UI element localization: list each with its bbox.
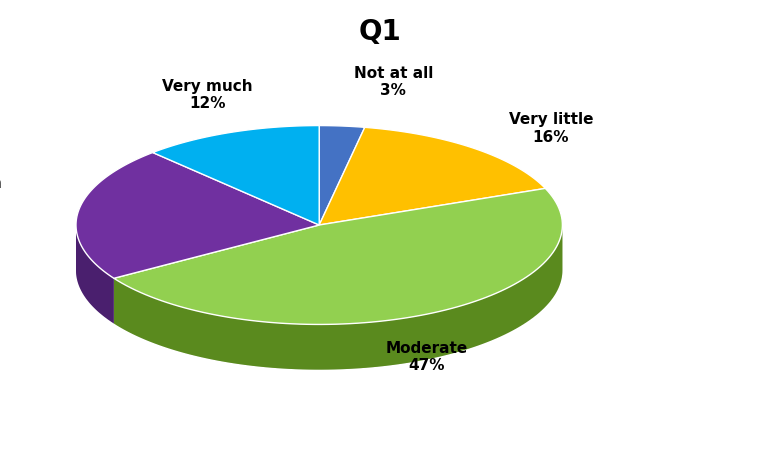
Polygon shape — [319, 128, 546, 226]
Polygon shape — [114, 226, 562, 370]
Polygon shape — [114, 189, 562, 325]
Text: Very little
16%: Very little 16% — [508, 112, 594, 144]
Polygon shape — [76, 226, 114, 324]
Polygon shape — [114, 226, 319, 324]
Polygon shape — [76, 153, 319, 279]
Polygon shape — [76, 226, 114, 324]
Polygon shape — [153, 126, 319, 226]
Text: Not at all
3%: Not at all 3% — [353, 65, 433, 98]
Text: Much
22%: Much 22% — [0, 175, 2, 208]
Text: Very much
12%: Very much 12% — [162, 78, 252, 111]
Text: Q1: Q1 — [359, 18, 401, 46]
Polygon shape — [319, 126, 365, 226]
Text: Moderate
47%: Moderate 47% — [385, 340, 468, 372]
Polygon shape — [114, 226, 319, 324]
Polygon shape — [114, 226, 562, 370]
